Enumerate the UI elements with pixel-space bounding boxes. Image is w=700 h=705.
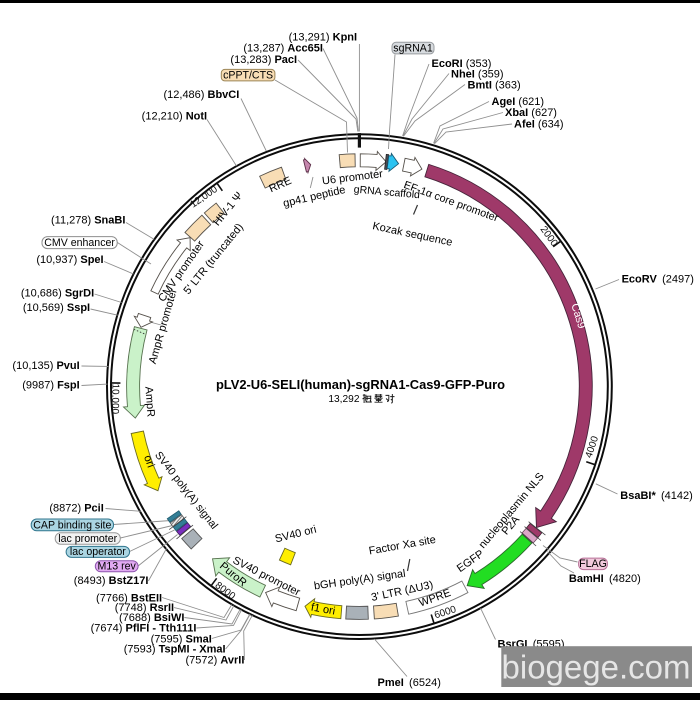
svg-text:M13 rev: M13 rev [98, 560, 137, 572]
svg-text:(13,283) PacI: (13,283) PacI [230, 54, 297, 66]
svg-text:(12,210) NotI: (12,210) NotI [142, 111, 207, 123]
svg-text:BsaBI* (4142): BsaBI* (4142) [620, 490, 693, 502]
svg-text:(10,937) SpeI: (10,937) SpeI [36, 254, 103, 266]
svg-text:PmeI (6524): PmeI (6524) [378, 677, 441, 689]
svg-text:pLV2-U6-SELI(human)-sgRNA1-Cas: pLV2-U6-SELI(human)-sgRNA1-Cas9-GFP-Puro [216, 377, 505, 392]
svg-text:(12,486) BbvCI: (12,486) BbvCI [163, 89, 239, 101]
svg-text:CAP binding site: CAP binding site [33, 519, 111, 531]
svg-text:AgeI (621): AgeI (621) [492, 96, 545, 108]
svg-text:lac promoter: lac promoter [58, 533, 117, 545]
svg-text:(13,287) Acc65I: (13,287) Acc65I [243, 43, 323, 55]
svg-text:(10,569) SspI: (10,569) SspI [23, 302, 90, 314]
svg-text:AfeI (634): AfeI (634) [514, 119, 564, 131]
svg-text:AmpR: AmpR [142, 386, 156, 417]
svg-text:EcoRV (2497): EcoRV (2497) [622, 274, 694, 286]
svg-text:(11,278) SnaBI: (11,278) SnaBI [51, 214, 125, 226]
svg-text:BamHI (4820): BamHI (4820) [569, 573, 641, 585]
svg-text:(9987) FspI: (9987) FspI [22, 380, 79, 392]
svg-text:cPPT/CTS: cPPT/CTS [223, 70, 273, 82]
svg-text:(7572) AvrII: (7572) AvrII [185, 655, 244, 667]
svg-text:10,000: 10,000 [109, 383, 120, 414]
svg-text:biogege.com: biogege.com [502, 649, 691, 686]
svg-text:CMV enhancer: CMV enhancer [44, 237, 115, 249]
svg-text:NheI (359): NheI (359) [451, 68, 504, 80]
svg-text:FLAG: FLAG [579, 558, 607, 570]
svg-text:sgRNA1: sgRNA1 [393, 43, 433, 55]
svg-text:(8493) BstZ17I: (8493) BstZ17I [74, 575, 149, 587]
svg-text:13,292: 13,292 [328, 394, 359, 405]
svg-text:(10,135) PvuI: (10,135) PvuI [12, 360, 79, 372]
svg-text:(10,686) SgrDI: (10,686) SgrDI [21, 288, 94, 300]
svg-text:lac operator: lac operator [70, 546, 126, 558]
svg-text:BmtI (363): BmtI (363) [468, 80, 521, 92]
svg-text:(8872) PciI: (8872) PciI [49, 503, 103, 515]
svg-text:XbaI (627): XbaI (627) [505, 107, 557, 119]
